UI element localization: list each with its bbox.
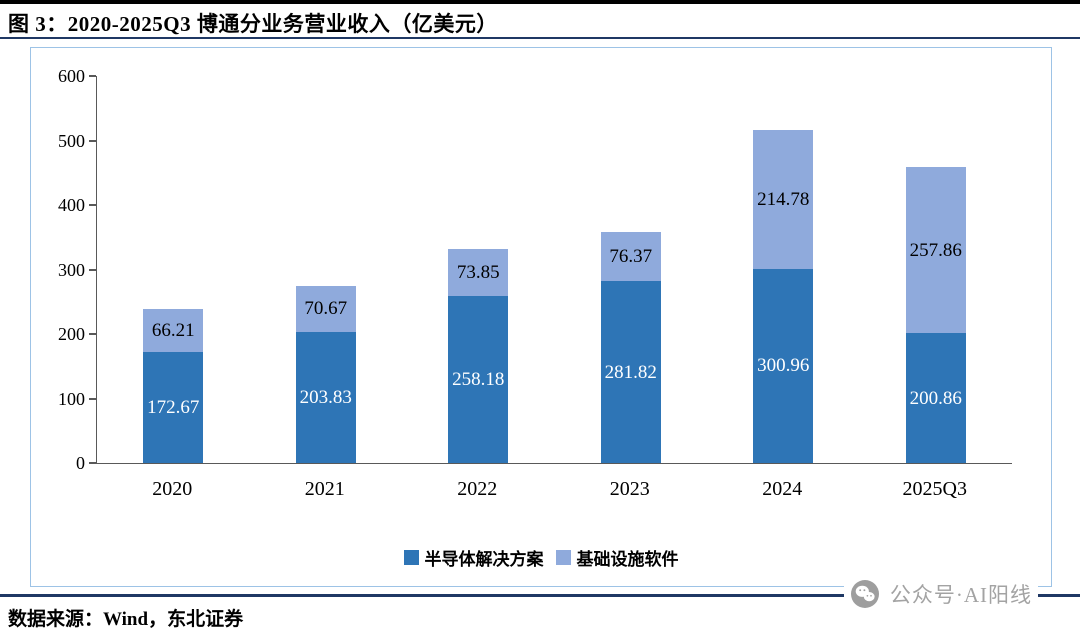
- bar-segment: 281.82: [600, 281, 661, 463]
- bar-value-label: 73.85: [456, 262, 500, 284]
- bar-value-label: 76.37: [609, 246, 653, 268]
- bar-value-label: 214.78: [757, 189, 810, 211]
- title-underline-rule: [0, 37, 1080, 39]
- wechat-icon: [850, 579, 880, 609]
- x-axis-label: 2020: [152, 478, 193, 500]
- stacked-bar: 258.18 73.85: [448, 248, 509, 463]
- legend-swatch: [555, 550, 571, 565]
- bar-value-label: 203.83: [299, 386, 352, 408]
- legend-label: 半导体解决方案: [424, 550, 544, 569]
- legend-label: 基础设施软件: [576, 550, 679, 569]
- watermark: 公众号·AI阳线: [843, 576, 1038, 612]
- x-axis-label: 2022: [457, 478, 498, 500]
- y-tick-label: 100: [58, 388, 85, 409]
- x-axis-label: 2023: [609, 478, 650, 500]
- stacked-bar: 203.83 70.67: [295, 285, 356, 463]
- watermark-text: 公众号·AI阳线: [889, 583, 1032, 607]
- legend-swatch: [403, 550, 419, 565]
- y-tick-mark: [89, 268, 96, 271]
- x-axis-label: 2025Q3: [902, 478, 967, 500]
- bar-segment: 200.86: [905, 333, 966, 463]
- stacked-bar: 300.96 214.78: [753, 130, 814, 463]
- bar-2022: 258.18 73.85: [402, 76, 555, 463]
- stacked-bar: 172.67 66.21: [143, 308, 204, 463]
- footer-navy-rule: [0, 594, 1080, 597]
- x-axis-label: 2024: [762, 478, 803, 500]
- bar-segment: 172.67: [143, 351, 204, 463]
- stacked-bar: 200.86 257.86: [905, 167, 966, 463]
- bar-value-label: 200.86: [909, 387, 962, 409]
- y-tick-label: 400: [58, 195, 85, 215]
- bar-2021: 203.83 70.67: [250, 76, 403, 463]
- bar-value-label: 172.67: [147, 396, 200, 418]
- plot-area: 172.67 66.21 203.83 70.67 258.18 73.85 281.82 7…: [96, 76, 1012, 464]
- bar-value-label: 300.96: [757, 355, 810, 377]
- bar-segment: 203.83: [295, 331, 356, 463]
- bar-segment: 70.67: [295, 285, 356, 332]
- y-tick-mark: [89, 462, 96, 464]
- bar-value-label: 257.86: [909, 239, 962, 261]
- y-tick-label: 200: [58, 324, 85, 344]
- y-tick-mark: [89, 397, 96, 400]
- y-tick-mark: [89, 139, 96, 142]
- y-tick-label: 0: [76, 453, 85, 473]
- bar-value-label: 281.82: [604, 361, 657, 383]
- x-axis-label: 2021: [304, 478, 345, 500]
- data-source: 数据来源：Wind，东北证券: [8, 609, 244, 630]
- y-tick-mark: [89, 333, 96, 335]
- x-axis-labels: 2020 2021 2022 2023 2024 2025Q3: [96, 478, 1011, 501]
- top-black-rule: [0, 0, 1080, 4]
- bar-segment: 258.18: [448, 296, 509, 463]
- chart-container: 0 100 200 300 400 500 600 172.67 66.21 203.83 70.…: [30, 47, 1052, 587]
- bar-2024: 300.96 214.78: [707, 76, 860, 463]
- stacked-bar: 281.82 76.37: [600, 231, 661, 463]
- bar-segment: 300.96: [753, 268, 814, 463]
- bar-segment: 257.86: [905, 167, 966, 334]
- bar-segment: 76.37: [600, 231, 661, 282]
- bar-2020: 172.67 66.21: [97, 76, 250, 463]
- bar-segment: 73.85: [448, 248, 509, 297]
- y-tick-label: 500: [58, 130, 85, 151]
- bar-value-label: 70.67: [304, 298, 348, 320]
- legend-item: 半导体解决方案: [403, 545, 544, 570]
- chart-legend: 半导体解决方案 基础设施软件: [31, 545, 1051, 570]
- bar-value-label: 66.21: [151, 319, 195, 341]
- bar-2023: 281.82 76.37: [555, 76, 708, 463]
- bar-segment: 214.78: [753, 130, 814, 269]
- y-tick-label: 300: [58, 259, 85, 280]
- legend-item: 基础设施软件: [555, 545, 679, 570]
- bar-value-label: 258.18: [452, 369, 505, 391]
- bar-segment: 66.21: [143, 308, 204, 352]
- y-tick-label: 600: [58, 66, 85, 86]
- y-tick-mark: [89, 204, 96, 206]
- figure-title-bar: 图 3：2020-2025Q3 博通分业务营业收入（亿美元）: [8, 8, 1068, 36]
- y-tick-mark: [89, 75, 96, 77]
- bar-2025Q3: 200.86 257.86: [860, 76, 1013, 463]
- figure-title: 图 3：2020-2025Q3 博通分业务营业收入（亿美元）: [8, 12, 498, 36]
